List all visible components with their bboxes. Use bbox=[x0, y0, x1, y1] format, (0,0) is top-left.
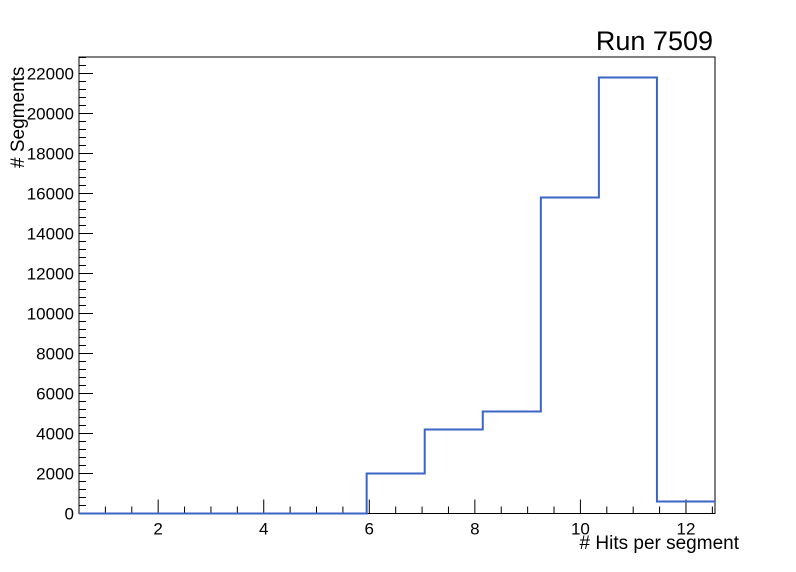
histogram-line bbox=[79, 76, 715, 515]
y-tick-label: 10000 bbox=[27, 305, 74, 324]
chart-title: Run 7509 bbox=[595, 26, 713, 56]
y-tick-label: 14000 bbox=[27, 225, 74, 244]
y-tick-label: 2000 bbox=[36, 465, 74, 484]
y-tick-label: 16000 bbox=[27, 185, 74, 204]
plot-frame bbox=[78, 56, 716, 514]
x-axis-title: # Hits per segment bbox=[579, 533, 739, 554]
y-tick-label: 20000 bbox=[27, 105, 74, 124]
x-tick-label: 8 bbox=[470, 520, 479, 539]
x-tick-label: 4 bbox=[259, 520, 268, 539]
x-tick-label: 10 bbox=[571, 520, 590, 539]
x-tick-label: 6 bbox=[365, 520, 374, 539]
y-tick-label: 22000 bbox=[27, 65, 74, 84]
y-tick-label: 0 bbox=[65, 505, 74, 524]
y-tick-label: 8000 bbox=[36, 345, 74, 364]
y-tick-label: 6000 bbox=[36, 385, 74, 404]
x-tick-label: 12 bbox=[677, 520, 696, 539]
y-tick-label: 18000 bbox=[27, 145, 74, 164]
y-tick-label: 12000 bbox=[27, 265, 74, 284]
y-axis-tick-labels: 0 2000 4000 6000 8000 10000 12000 14000 16000 180… bbox=[27, 65, 74, 524]
x-axis-tick-labels: 2 4 6 8 10 12 bbox=[153, 520, 695, 539]
x-tick-label: 2 bbox=[153, 520, 162, 539]
y-axis-ticks bbox=[79, 57, 93, 514]
y-tick-label: 4000 bbox=[36, 425, 74, 444]
x-axis-ticks bbox=[104, 499, 713, 514]
